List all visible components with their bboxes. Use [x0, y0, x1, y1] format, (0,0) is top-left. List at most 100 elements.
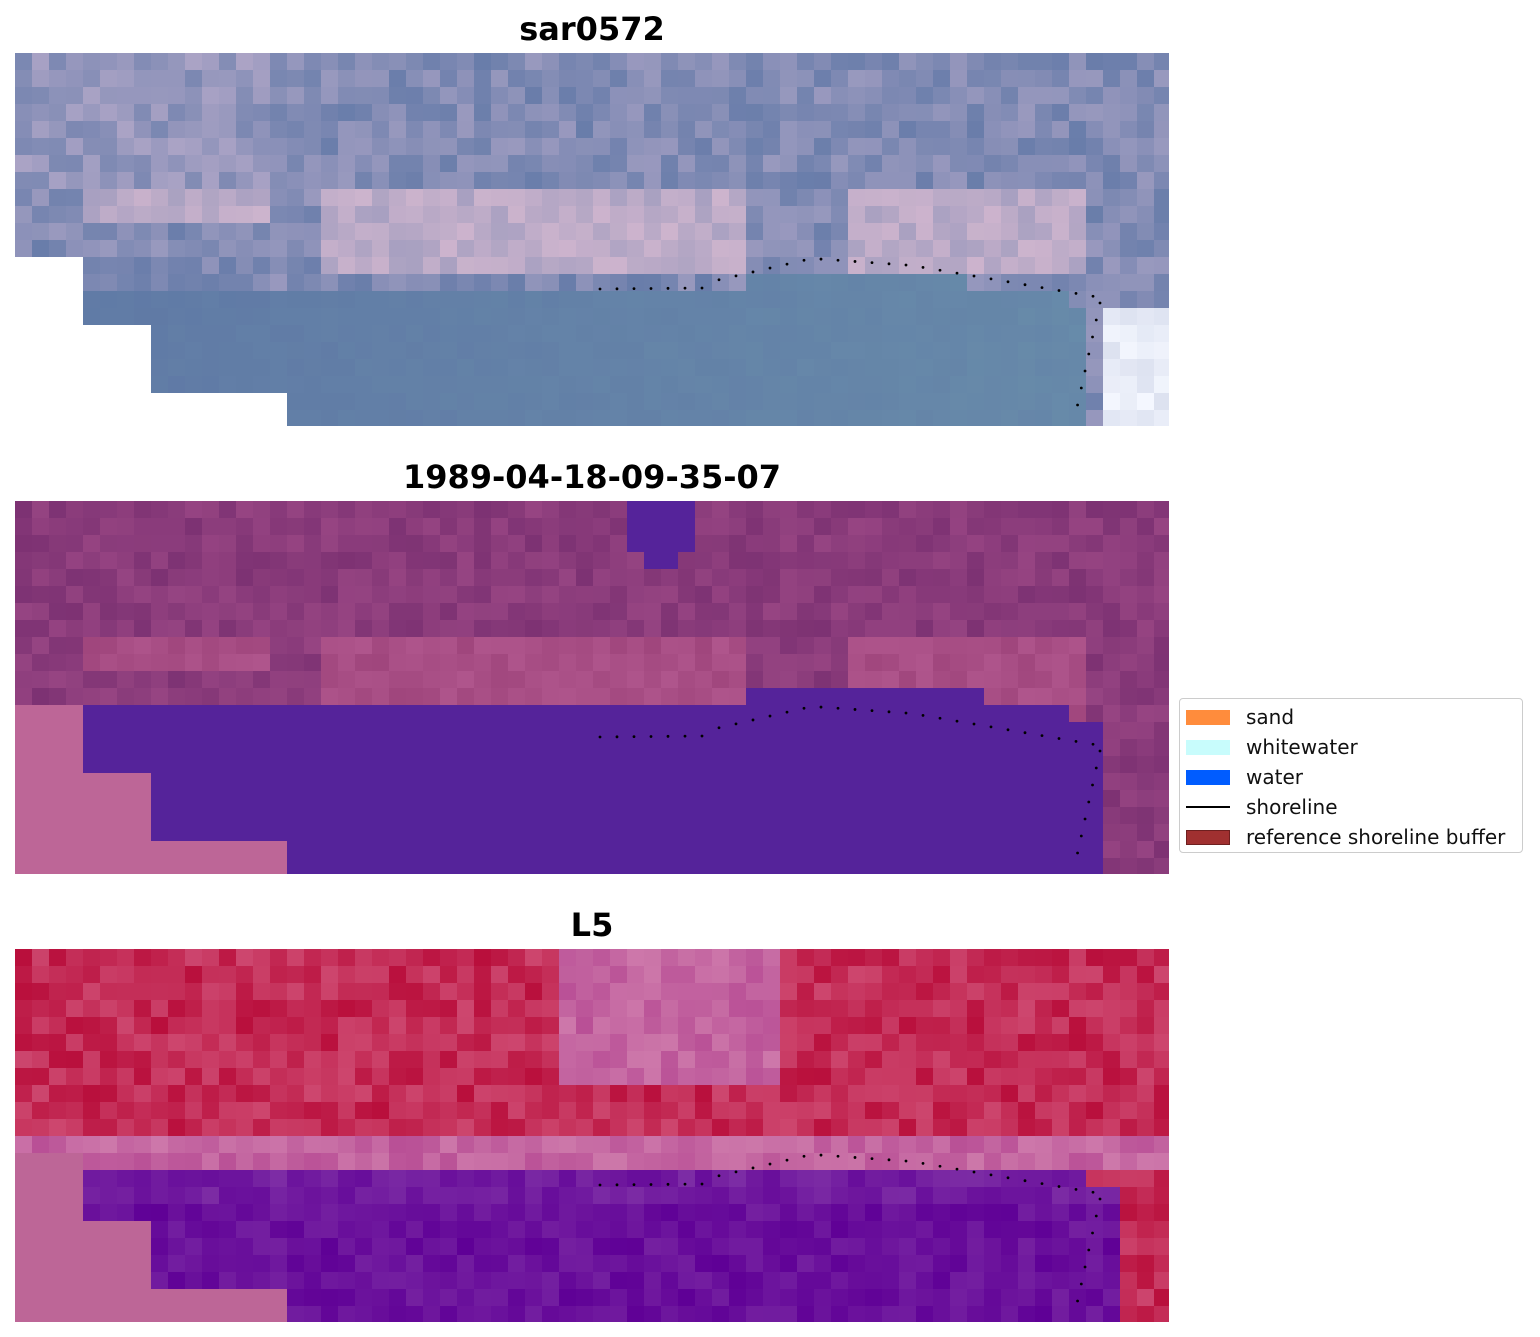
- false-color-pixel: [950, 1119, 967, 1136]
- false-color-pixel: [576, 1170, 593, 1187]
- false-color-pixel: [406, 1255, 423, 1272]
- rgb-pixel: [797, 325, 814, 342]
- classified-pixel: [984, 603, 1001, 620]
- rgb-pixel: [797, 53, 814, 70]
- classified-pixel: [1137, 637, 1154, 654]
- false-color-pixel: [848, 1102, 865, 1119]
- rgb-pixel: [202, 155, 219, 172]
- false-color-pixel: [1035, 966, 1052, 983]
- false-color-pixel: [202, 1221, 219, 1238]
- rgb-pixel: [950, 206, 967, 223]
- rgb-pixel: [984, 393, 1001, 410]
- false-color-pixel: [202, 1170, 219, 1187]
- classified-pixel: [1035, 671, 1052, 688]
- false-color-pixel: [1018, 1170, 1035, 1187]
- classified-pixel: [797, 773, 814, 790]
- classified-pixel: [916, 858, 933, 874]
- classified-pixel: [1120, 569, 1137, 586]
- rgb-pixel: [168, 291, 185, 308]
- classified-pixel: [508, 790, 525, 807]
- false-color-pixel: [1018, 1085, 1035, 1102]
- false-color-pixel: [15, 1051, 32, 1068]
- panel-title-falsecolor: L5: [570, 906, 614, 944]
- classified-pixel: [1035, 739, 1052, 756]
- rgb-pixel: [338, 70, 355, 87]
- classified-pixel: [474, 756, 491, 773]
- classified-pixel: [202, 824, 219, 841]
- rgb-pixel: [984, 291, 1001, 308]
- rgb-pixel: [559, 274, 576, 291]
- false-color-pixel: [814, 1119, 831, 1136]
- rgb-pixel: [321, 257, 338, 274]
- false-color-pixel: [389, 1238, 406, 1255]
- classified-pixel: [865, 620, 882, 637]
- false-color-pixel: [712, 983, 729, 1000]
- shoreline-point: [1098, 1197, 1102, 1201]
- false-color-pixel: [950, 1017, 967, 1034]
- classified-pixel: [882, 603, 899, 620]
- classified-pixel: [117, 637, 134, 654]
- rgb-pixel: [338, 172, 355, 189]
- rgb-pixel: [423, 104, 440, 121]
- classified-pixel: [695, 518, 712, 535]
- false-color-pixel: [1052, 1204, 1069, 1221]
- classified-pixel: [746, 688, 763, 705]
- classified-pixel: [423, 603, 440, 620]
- shoreline-point: [649, 1183, 653, 1186]
- classified-pixel: [202, 603, 219, 620]
- false-color-pixel: [151, 1017, 168, 1034]
- rgb-pixel: [933, 393, 950, 410]
- rgb-pixel: [933, 291, 950, 308]
- classified-pixel: [1154, 535, 1169, 552]
- rgb-pixel: [746, 189, 763, 206]
- false-color-pixel: [491, 1170, 508, 1187]
- false-color-pixel: [440, 1255, 457, 1272]
- false-color-pixel: [168, 1238, 185, 1255]
- rgb-pixel: [950, 138, 967, 155]
- rgb-pixel: [797, 223, 814, 240]
- rgb-pixel: [32, 138, 49, 155]
- false-color-pixel: [151, 1289, 168, 1306]
- classified-pixel: [185, 841, 202, 858]
- false-color-pixel: [219, 1136, 236, 1153]
- rgb-pixel: [610, 206, 627, 223]
- rgb-pixel: [491, 325, 508, 342]
- classified-pixel: [559, 722, 576, 739]
- rgb-pixel: [1154, 291, 1169, 308]
- classified-pixel: [66, 705, 83, 722]
- classified-pixel: [389, 773, 406, 790]
- shoreline-point: [1076, 851, 1079, 855]
- false-color-pixel: [423, 1068, 440, 1085]
- classified-pixel: [627, 569, 644, 586]
- false-color-pixel: [950, 949, 967, 966]
- rgb-pixel: [457, 70, 474, 87]
- rgb-pixel: [457, 325, 474, 342]
- false-color-pixel: [151, 966, 168, 983]
- false-color-pixel: [1018, 966, 1035, 983]
- false-color-pixel: [423, 1085, 440, 1102]
- classified-pixel: [440, 620, 457, 637]
- classified-pixel: [593, 722, 610, 739]
- classified-pixel: [593, 739, 610, 756]
- shoreline-point: [887, 262, 891, 266]
- false-color-pixel: [1086, 1289, 1103, 1306]
- classified-pixel: [984, 688, 1001, 705]
- rgb-pixel: [729, 325, 746, 342]
- rgb-pixel: [746, 53, 763, 70]
- false-color-pixel: [1137, 1255, 1154, 1272]
- false-color-pixel: [542, 1289, 559, 1306]
- panel-title-rgb: sar0572: [519, 10, 665, 48]
- false-color-pixel: [967, 1153, 984, 1170]
- rgb-pixel: [1137, 393, 1154, 410]
- false-color-pixel: [865, 949, 882, 966]
- classified-pixel: [746, 518, 763, 535]
- false-color-pixel: [984, 966, 1001, 983]
- classified-pixel: [1001, 671, 1018, 688]
- false-color-pixel: [780, 1102, 797, 1119]
- rgb-pixel: [1120, 274, 1137, 291]
- false-color-pixel: [1154, 1102, 1169, 1119]
- rgb-pixel: [508, 274, 525, 291]
- rgb-pixel: [865, 223, 882, 240]
- rgb-pixel: [270, 53, 287, 70]
- classified-pixel: [525, 518, 542, 535]
